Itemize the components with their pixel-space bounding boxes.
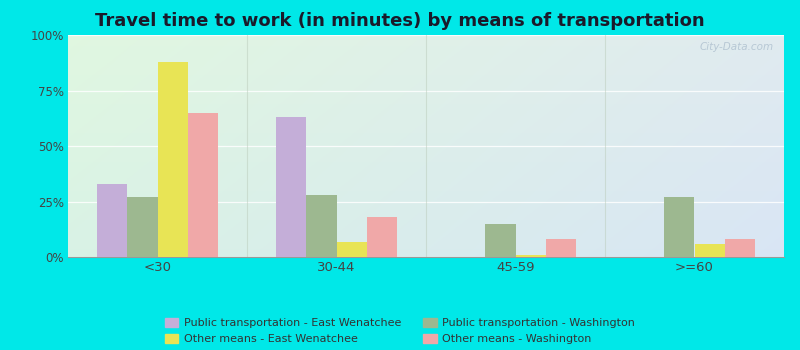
Text: Travel time to work (in minutes) by means of transportation: Travel time to work (in minutes) by mean…: [95, 12, 705, 30]
Bar: [306, 195, 337, 257]
Bar: [515, 255, 546, 257]
Bar: [188, 113, 218, 257]
Bar: [485, 224, 515, 257]
Bar: [664, 197, 694, 257]
Legend: Public transportation - East Wenatchee, Other means - East Wenatchee, Public tra: Public transportation - East Wenatchee, …: [165, 318, 635, 344]
Bar: [276, 117, 306, 257]
Bar: [97, 184, 127, 257]
Bar: [367, 217, 398, 257]
Bar: [337, 242, 367, 257]
Bar: [158, 62, 188, 257]
Text: City-Data.com: City-Data.com: [699, 42, 774, 52]
Bar: [127, 197, 158, 257]
Bar: [725, 239, 755, 257]
Bar: [546, 239, 576, 257]
Bar: [694, 244, 725, 257]
